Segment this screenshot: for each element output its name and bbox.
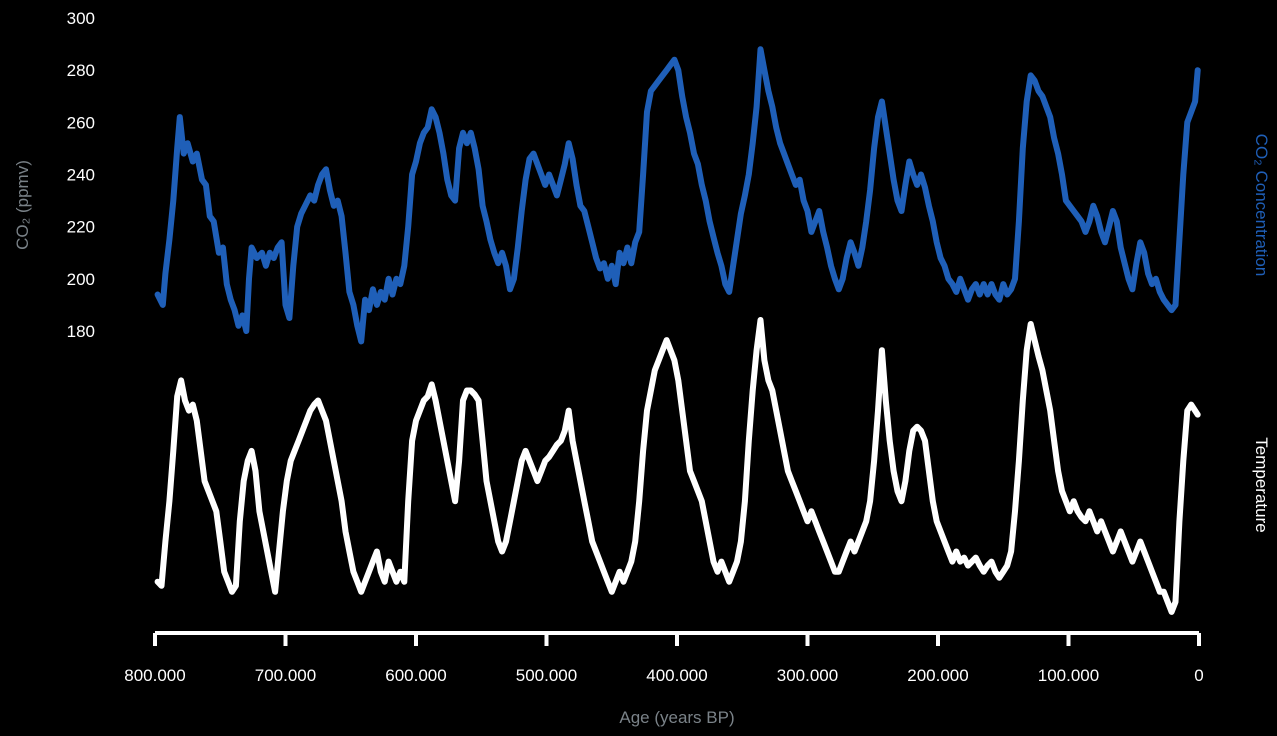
x-axis-ticks: 800.000 700.000 600.000 500.000 400.000 300.0…	[124, 633, 1204, 685]
x-axis-title: Age (years BP)	[619, 708, 734, 727]
y-axis-title: CO₂ (ppmv)	[13, 160, 32, 250]
x-tick-label: 800.000	[124, 666, 185, 685]
x-tick-label: 300.000	[777, 666, 838, 685]
temperature-series-label: Temperature	[1252, 437, 1271, 532]
co2-series-line	[154, 46, 1201, 345]
y-tick-label: 240	[67, 166, 95, 185]
y-tick-label: 220	[67, 218, 95, 237]
x-tick-label: 700.000	[255, 666, 316, 685]
y-tick-label: 300	[67, 9, 95, 28]
temperature-series-line	[154, 317, 1201, 615]
x-tick-label: 500.000	[516, 666, 577, 685]
y-tick-label: 180	[67, 322, 95, 341]
x-tick-label: 0	[1194, 666, 1203, 685]
x-tick-label: 100.000	[1038, 666, 1099, 685]
y-axis-ticks: 300 280 260 240 220 200 180	[67, 9, 95, 341]
y-tick-label: 280	[67, 61, 95, 80]
x-tick-label: 400.000	[646, 666, 707, 685]
x-tick-label: 600.000	[385, 666, 446, 685]
x-tick-label: 200.000	[907, 666, 968, 685]
co2-series-label: CO₂ Concentration	[1252, 134, 1271, 277]
y-tick-label: 200	[67, 270, 95, 289]
series-layer	[154, 46, 1201, 615]
y-tick-label: 260	[67, 113, 95, 132]
